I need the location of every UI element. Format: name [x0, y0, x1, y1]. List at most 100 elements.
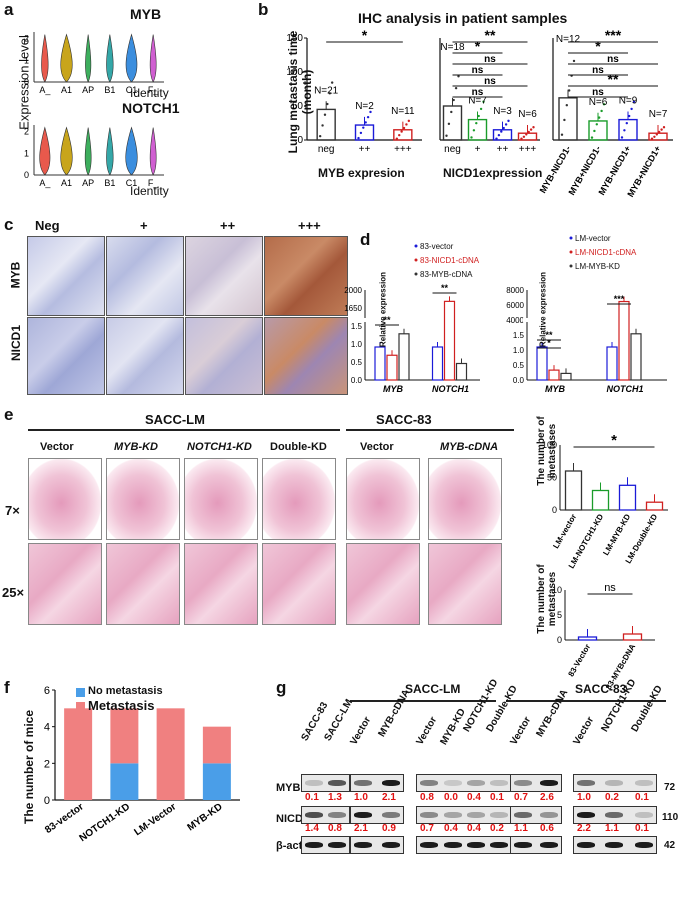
- he-image: [262, 458, 336, 540]
- violin-title-notch1: NOTCH1: [122, 100, 180, 116]
- he-col-vector-83: Vector: [360, 441, 394, 453]
- qpcr-legend-marker: [569, 250, 573, 254]
- ihc-n-label: N=6: [518, 109, 537, 120]
- mice-legend-swatch-yes: [76, 702, 85, 711]
- mice-ylabel: The number of mice: [22, 709, 36, 825]
- ihc-sig-label: ns: [484, 76, 496, 87]
- ihc-image-myb-plus: [106, 236, 184, 316]
- mice-bar-metastasis: [110, 708, 139, 764]
- wb-blot-strip: [350, 836, 404, 854]
- violin-title-myb: MYB: [130, 6, 162, 22]
- ihc-sig-label: *: [475, 38, 481, 54]
- qpcr-ytick: 1650: [344, 304, 362, 313]
- wb-nicd1-quant: 0.4: [444, 823, 458, 834]
- he-col-myb-cdna: MYB-cDNA: [440, 441, 499, 453]
- ihc-point: [522, 135, 526, 138]
- ihc-point: [590, 136, 594, 139]
- wb-group-83-line: [506, 700, 666, 702]
- violin-xtick: AP: [82, 178, 94, 188]
- wb-band: [382, 780, 400, 786]
- ihc-point: [402, 126, 406, 130]
- violin-xtick: C1: [126, 178, 138, 188]
- ihc-image-nicd1-2plus: [185, 317, 263, 395]
- ihc-point: [457, 75, 460, 78]
- wb-band: [605, 842, 623, 848]
- metastases-ytick: 0: [552, 505, 557, 515]
- ihc-point: [472, 129, 476, 132]
- qpcr-legend-83-myb: 83-MYB-cDNA: [420, 270, 473, 279]
- he-mag-7x: 7×: [5, 503, 20, 518]
- wb-nicd1-quant: 0.9: [382, 823, 396, 834]
- wb-band: [467, 780, 485, 786]
- qpcr-legend-lm-myb: LM-MYB-KD: [575, 262, 620, 271]
- ihc-xtick: ++: [359, 144, 371, 155]
- ihc-point: [529, 128, 533, 131]
- wb-band: [382, 842, 400, 848]
- ihc-n-label: N=7: [649, 109, 668, 120]
- ihc-point: [623, 129, 626, 132]
- ihc-point: [395, 137, 399, 140]
- wb-myb-quant: 1.0: [354, 792, 368, 803]
- qpcr-sig-label: **: [383, 315, 391, 325]
- ihc-point: [500, 130, 503, 133]
- ihc-point: [357, 136, 360, 140]
- mice-ytick: 0: [44, 795, 50, 807]
- wb-band: [514, 812, 532, 818]
- qpcr-ytick: 4000: [506, 316, 524, 325]
- wb-band: [605, 812, 623, 818]
- qpcr-axis-break: [523, 318, 531, 322]
- ihc-xlabel-myb: MYB expresion: [318, 166, 405, 180]
- panel-label-c: c: [4, 215, 14, 234]
- wb-mw-110: 110: [662, 812, 679, 823]
- wb-nicd1-quant: 1.1: [514, 823, 528, 834]
- ihc-col-2plus: ++: [220, 218, 236, 233]
- ihc-point: [655, 133, 658, 136]
- ihc-point: [572, 59, 576, 63]
- wb-blot-strip: [416, 836, 512, 854]
- wb-band: [605, 780, 623, 786]
- ihc-n-label: N=6: [589, 97, 608, 108]
- ihc-n-label: N=11: [391, 106, 415, 117]
- qpcr-legend-marker: [414, 258, 418, 262]
- wb-blot-strip: [301, 774, 350, 792]
- wb-blot-strip: [510, 836, 562, 854]
- violin-xlabel-top: Identity: [130, 86, 169, 100]
- ihc-point: [450, 110, 453, 114]
- ihc-ytick: 100: [286, 67, 303, 78]
- violin-plot-myb: 0 1 2 A_ A1 AP B1 C1 F_: [24, 32, 164, 95]
- mice-ytick: 4: [44, 722, 50, 734]
- he-image: [346, 543, 420, 625]
- mice-bar-metastasis: [156, 708, 185, 800]
- ihc-image-myb-neg: [27, 236, 105, 316]
- ihc-point: [502, 126, 505, 130]
- qpcr-xtick: MYB: [383, 384, 404, 394]
- violin-xtick: AP: [82, 85, 94, 95]
- ihc-ytick: 50: [292, 101, 304, 112]
- ihc-image-nicd1-neg: [27, 317, 105, 395]
- wb-myb-quant: 0.4: [467, 792, 481, 803]
- mice-bar-no-metastasis: [110, 763, 139, 800]
- he-col-myb-kd: MYB-KD: [114, 441, 158, 453]
- wb-band: [577, 780, 595, 786]
- violin-shape: [149, 127, 157, 176]
- panel-label-e: e: [4, 405, 14, 424]
- ihc-point: [321, 124, 324, 127]
- ihc-point: [482, 100, 485, 103]
- violin-plot-notch1: 0 1 2 A_ A1 AP B1 C1 F_: [24, 125, 164, 188]
- panel-label-f: f: [4, 678, 10, 697]
- wb-band: [540, 812, 558, 818]
- ihc-point: [369, 110, 372, 114]
- ihc-image-nicd1-3plus: [264, 317, 348, 395]
- violin-xtick: A_: [39, 85, 51, 95]
- violin-shape: [60, 33, 73, 83]
- wb-blot-strip: [573, 774, 657, 792]
- ihc-point: [660, 128, 663, 131]
- violin-xtick: B1: [104, 85, 115, 95]
- wb-myb-quant: 2.6: [540, 792, 554, 803]
- ihc-sig-label: ns: [592, 65, 604, 76]
- violin-shape: [125, 126, 138, 176]
- wb-band: [467, 842, 485, 848]
- violin-ytick: 2: [24, 127, 29, 137]
- violin-shape: [149, 34, 157, 83]
